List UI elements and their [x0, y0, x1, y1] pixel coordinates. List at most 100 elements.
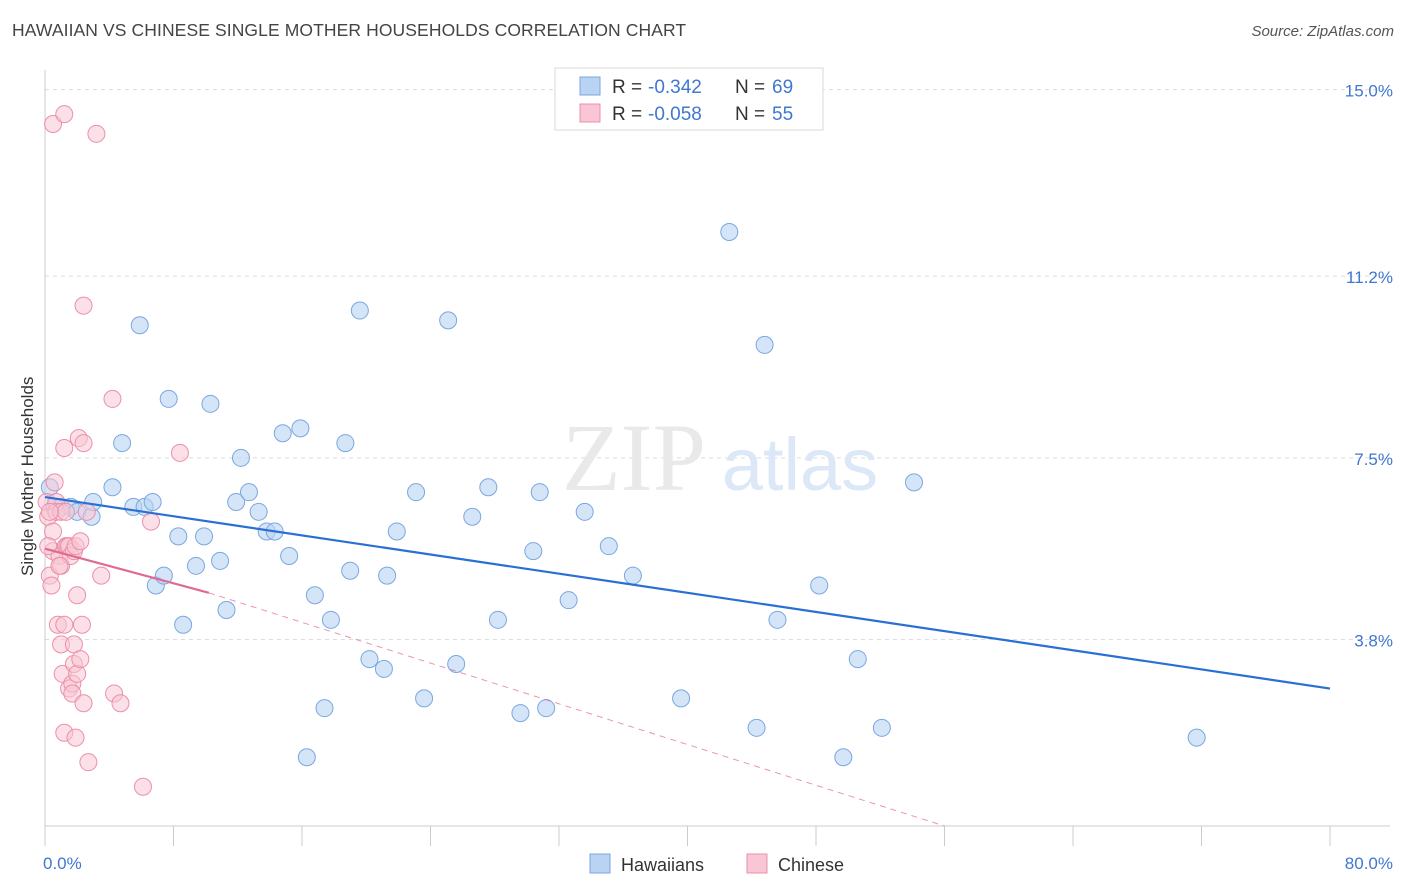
hawaiians-point: [186, 556, 205, 575]
hawaiians-point: [439, 311, 458, 330]
hawaiians-point: [848, 650, 867, 669]
chinese-point: [74, 296, 93, 315]
hawaiians-point: [374, 659, 393, 678]
hawaiians-point: [341, 561, 360, 580]
chinese-point: [56, 502, 75, 521]
hawaiians-point: [488, 610, 507, 629]
stats-legend: R = -0.342 N = 69 R = -0.058 N = 55: [554, 67, 824, 131]
chinese-point: [103, 389, 122, 408]
hawaiians-n-label: N =: [735, 77, 765, 98]
hawaiians-point: [227, 493, 246, 511]
hawaiians-point: [1187, 728, 1206, 747]
hawaiians-point: [143, 493, 162, 511]
chinese-point: [68, 586, 87, 605]
hawaiians-trend-line: [44, 496, 1331, 690]
chinese-point: [50, 556, 69, 575]
chinese-point: [55, 105, 74, 124]
hawaiians-point: [755, 335, 774, 354]
legend-chinese-swatch: [746, 853, 768, 874]
chinese-point: [133, 777, 152, 796]
hawaiians-point: [747, 718, 766, 737]
chinese-point: [72, 615, 91, 634]
chinese-point: [92, 566, 111, 585]
legend-chinese-label: Chinese: [778, 855, 844, 875]
chinese-point: [87, 124, 106, 143]
hawaiians-point: [768, 610, 787, 629]
chinese-n-value: 55: [772, 104, 793, 125]
chinese-r-value: -0.058: [648, 104, 702, 125]
hawaiians-point: [280, 547, 299, 565]
chinese-point: [142, 512, 161, 531]
hawaiians-point: [415, 689, 434, 708]
watermark-zip: ZIP: [562, 404, 706, 511]
hawaiians-point: [291, 419, 310, 438]
hawaiians-point: [407, 483, 426, 502]
chinese-point: [71, 532, 90, 551]
hawaiians-point: [159, 389, 178, 408]
hawaiians-point: [672, 689, 691, 708]
chinese-point: [111, 694, 130, 713]
chinese-point: [42, 576, 61, 595]
hawaiians-point: [447, 655, 466, 673]
watermark: ZIP atlas: [562, 404, 878, 511]
chinese-point: [40, 502, 59, 521]
hawaiians-point: [360, 650, 379, 669]
hawaiians-point: [305, 586, 324, 605]
hawaiians-point: [387, 522, 406, 541]
x-tick-label-min: 0.0%: [43, 854, 82, 873]
chinese-point: [74, 694, 93, 713]
hawaiians-point: [720, 223, 739, 241]
hawaiians-point: [479, 478, 498, 497]
hawaiians-point: [537, 699, 556, 718]
hawaiians-point: [530, 483, 549, 502]
chinese-trend-extension: [208, 592, 945, 827]
hawaiians-point: [174, 615, 193, 634]
chinese-point: [170, 443, 189, 462]
tick-labels: 3.8% 7.5% 11.2% 15.0% 0.0% 80.0%: [43, 82, 1393, 873]
chinese-swatch: [579, 103, 601, 123]
hawaiians-r-value: -0.342: [648, 77, 702, 98]
hawaiians-point: [321, 610, 340, 629]
hawaiians-point: [273, 424, 292, 443]
source-credit: Source: ZipAtlas.com: [1251, 23, 1394, 40]
chinese-point: [74, 434, 93, 453]
hawaiians-r-label: R =: [612, 77, 642, 98]
hawaiians-point: [297, 748, 316, 767]
hawaiians-point: [231, 448, 250, 467]
watermark-atlas: atlas: [722, 423, 878, 506]
chinese-point: [71, 650, 90, 669]
series-legend: Hawaiians Chinese: [589, 853, 844, 875]
chinese-point: [55, 439, 74, 457]
hawaiians-point: [239, 483, 258, 502]
gridlines: [45, 89, 1390, 640]
hawaiians-point: [511, 704, 530, 723]
chinese-r-label: R =: [612, 104, 642, 125]
hawaiians-point: [249, 502, 268, 521]
hawaiians-point: [524, 542, 543, 561]
hawaiians-point: [559, 591, 578, 610]
hawaiians-point: [599, 537, 618, 556]
chinese-point: [66, 728, 85, 747]
y-tick-label: 3.8%: [1354, 631, 1393, 650]
hawaiians-point: [195, 527, 214, 546]
hawaiians-point: [872, 718, 891, 737]
chinese-point: [77, 502, 96, 521]
legend-hawaiians-swatch: [589, 853, 611, 874]
x-tick-label-max: 80.0%: [1345, 854, 1393, 873]
hawaiians-point: [350, 301, 369, 320]
y-tick-label: 15.0%: [1345, 82, 1393, 101]
hawaiians-point: [810, 576, 829, 595]
chart-title: HAWAIIAN VS CHINESE SINGLE MOTHER HOUSEH…: [12, 20, 687, 40]
trend-lines: [44, 496, 1331, 827]
chinese-trend-line: [44, 547, 210, 594]
hawaiians-swatch: [579, 76, 601, 96]
hawaiians-point: [217, 601, 236, 619]
legend-hawaiians-label: Hawaiians: [621, 855, 704, 875]
chinese-point: [55, 615, 74, 634]
hawaiians-point: [130, 316, 149, 335]
chinese-n-label: N =: [735, 104, 765, 125]
hawaiians-point: [315, 699, 334, 718]
hawaiians-point: [211, 551, 230, 570]
hawaiians-point: [463, 507, 482, 526]
